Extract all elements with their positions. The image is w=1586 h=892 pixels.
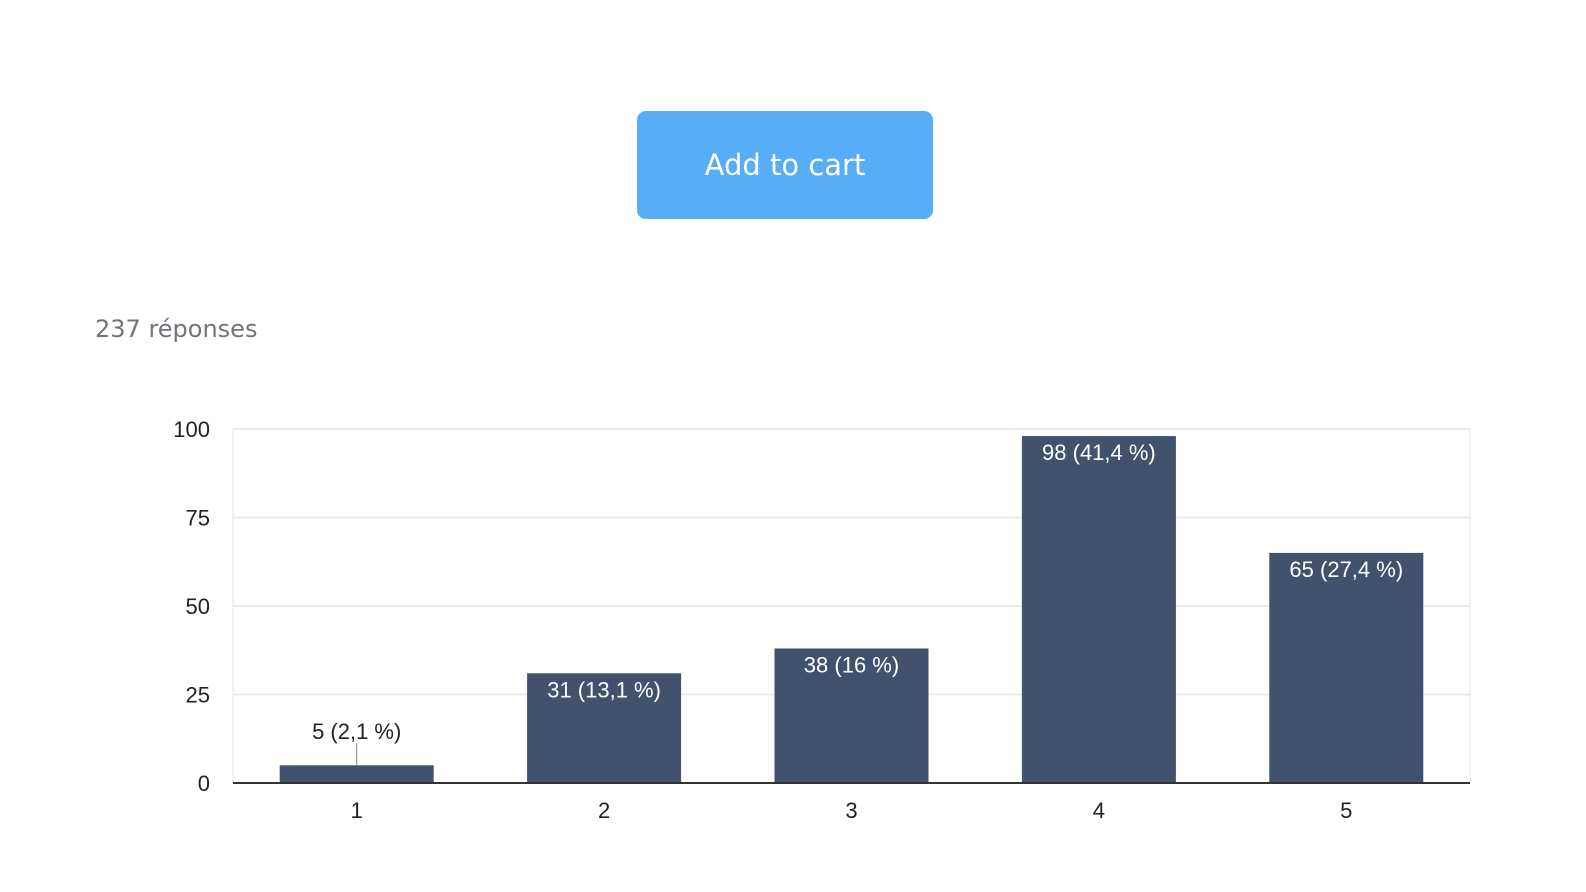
bar	[1021, 436, 1176, 783]
bar-data-label: 5 (2,1 %)	[312, 719, 401, 744]
x-tick-label: 2	[598, 798, 610, 823]
x-tick-label: 3	[845, 798, 857, 823]
bar-data-label: 31 (13,1 %)	[547, 677, 661, 702]
bar	[774, 648, 929, 783]
response-count: 237 réponses	[95, 315, 258, 343]
x-tick-label: 1	[351, 798, 363, 823]
y-tick-label: 100	[173, 417, 210, 442]
bar-data-label: 98 (41,4 %)	[1042, 440, 1156, 465]
bar-data-label: 38 (16 %)	[804, 652, 899, 677]
add-to-cart-button[interactable]: Add to cart	[637, 111, 933, 219]
y-tick-label: 75	[186, 506, 210, 531]
bar	[527, 673, 682, 783]
x-tick-label: 4	[1093, 798, 1105, 823]
bar	[279, 765, 434, 783]
bar-data-label: 65 (27,4 %)	[1289, 557, 1403, 582]
y-tick-label: 0	[198, 771, 210, 796]
y-tick-label: 25	[186, 683, 210, 708]
x-tick-label: 5	[1340, 798, 1352, 823]
y-tick-label: 50	[186, 594, 210, 619]
bar	[1269, 552, 1424, 783]
